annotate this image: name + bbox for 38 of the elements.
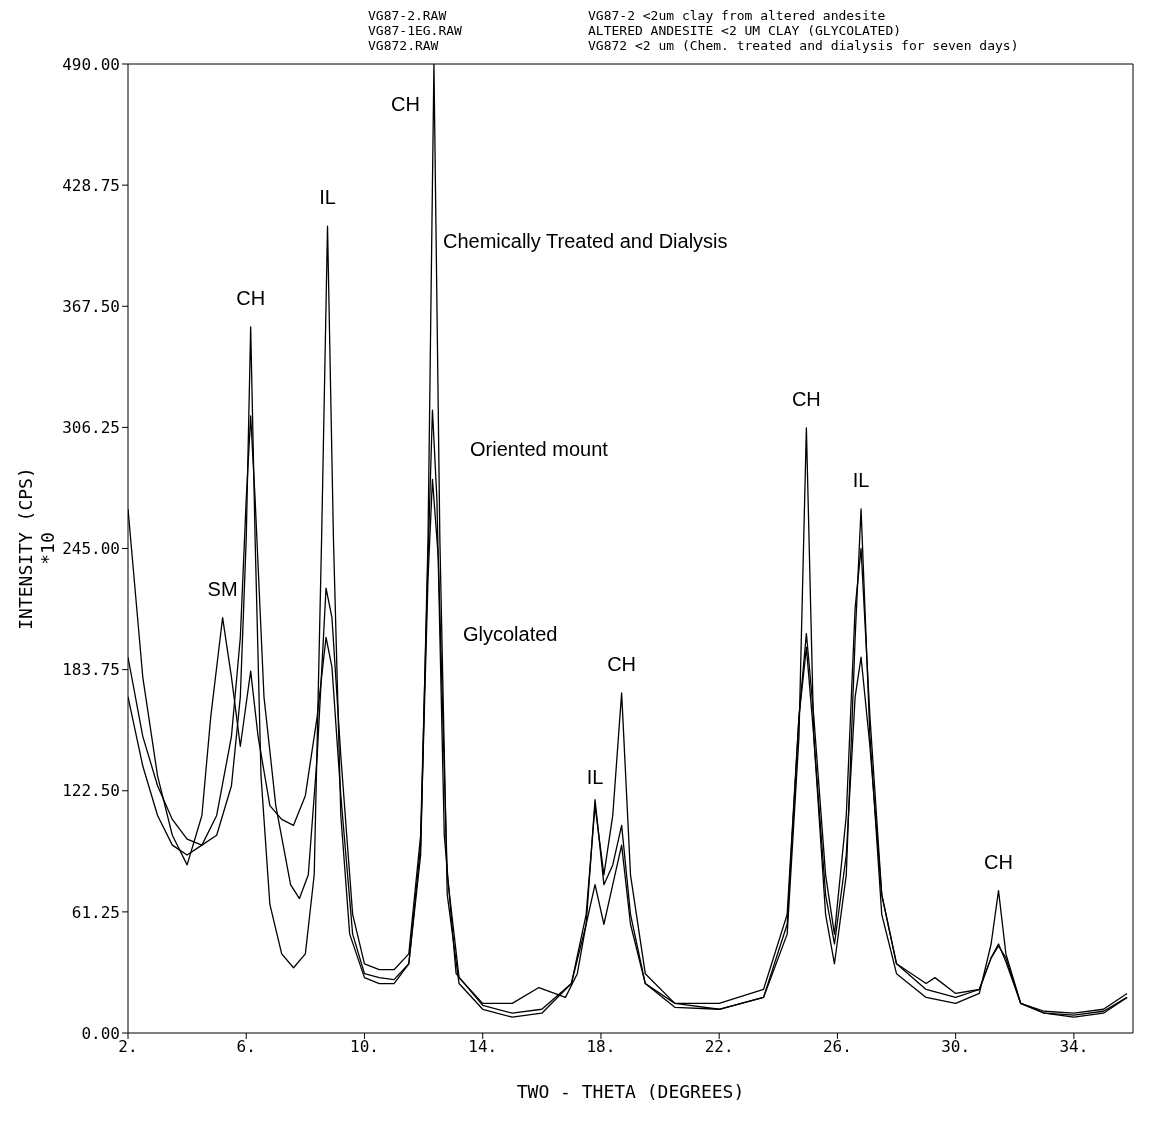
- y-tick-label: 490.00: [62, 54, 120, 74]
- y-tick-label: 61.25: [71, 902, 120, 922]
- annotation: IL: [586, 765, 604, 788]
- annotation: IL: [319, 186, 336, 209]
- y-tick-label: 428.75: [62, 175, 120, 195]
- x-tick-label: 10.: [350, 1037, 379, 1057]
- x-tick-label: 18.: [586, 1037, 616, 1057]
- text: VG872 <2 um (Chem. treated and dialysis for seven days): [588, 38, 1020, 53]
- annotation: Chemically Treated and Dialysis: [443, 230, 728, 253]
- annotation: IL: [852, 468, 870, 491]
- x-tick-label: 2.: [118, 1037, 138, 1057]
- x-tick-label: 26.: [822, 1037, 852, 1057]
- annotation: Oriented mount: [470, 438, 608, 461]
- text: ALTERED ANDESITE <2 UM CLAY (GLYCOLATED): [588, 23, 903, 38]
- x-tick-label: 30.: [941, 1037, 971, 1057]
- x-tick-label: 6.: [236, 1037, 256, 1057]
- y-tick-label: 306.25: [62, 418, 120, 438]
- annotation: CH: [607, 652, 637, 675]
- y-tick-label: 367.50: [62, 296, 120, 316]
- x-axis-title: TWO - THETA (DEGREES): [516, 1081, 745, 1102]
- x-tick-label: 34.: [1059, 1037, 1089, 1057]
- x-tick-label: 22.: [704, 1037, 734, 1057]
- y-axis-title: INTENSITY (CPS) *10: [15, 467, 58, 630]
- annotation: SM: [207, 577, 238, 600]
- annotation: CH: [791, 387, 821, 410]
- y-tick-label: 0.00: [81, 1023, 120, 1043]
- text: VG872.RAW: [368, 38, 440, 53]
- annotation: CH: [236, 287, 266, 310]
- y-tick-label: 183.75: [62, 660, 120, 680]
- y-tick-label: 245.00: [62, 539, 120, 559]
- annotation: CH: [984, 850, 1013, 873]
- text: VG87-2.RAW: [368, 8, 448, 23]
- text: VG87-2 <2um clay from altered andesite: [588, 8, 887, 23]
- annotation: CH: [391, 93, 420, 116]
- x-tick-label: 14.: [468, 1037, 498, 1057]
- y-tick-label: 122.50: [62, 781, 120, 801]
- text: VG87-1EG.RAW: [368, 23, 463, 38]
- annotation: Glycolated: [463, 623, 558, 646]
